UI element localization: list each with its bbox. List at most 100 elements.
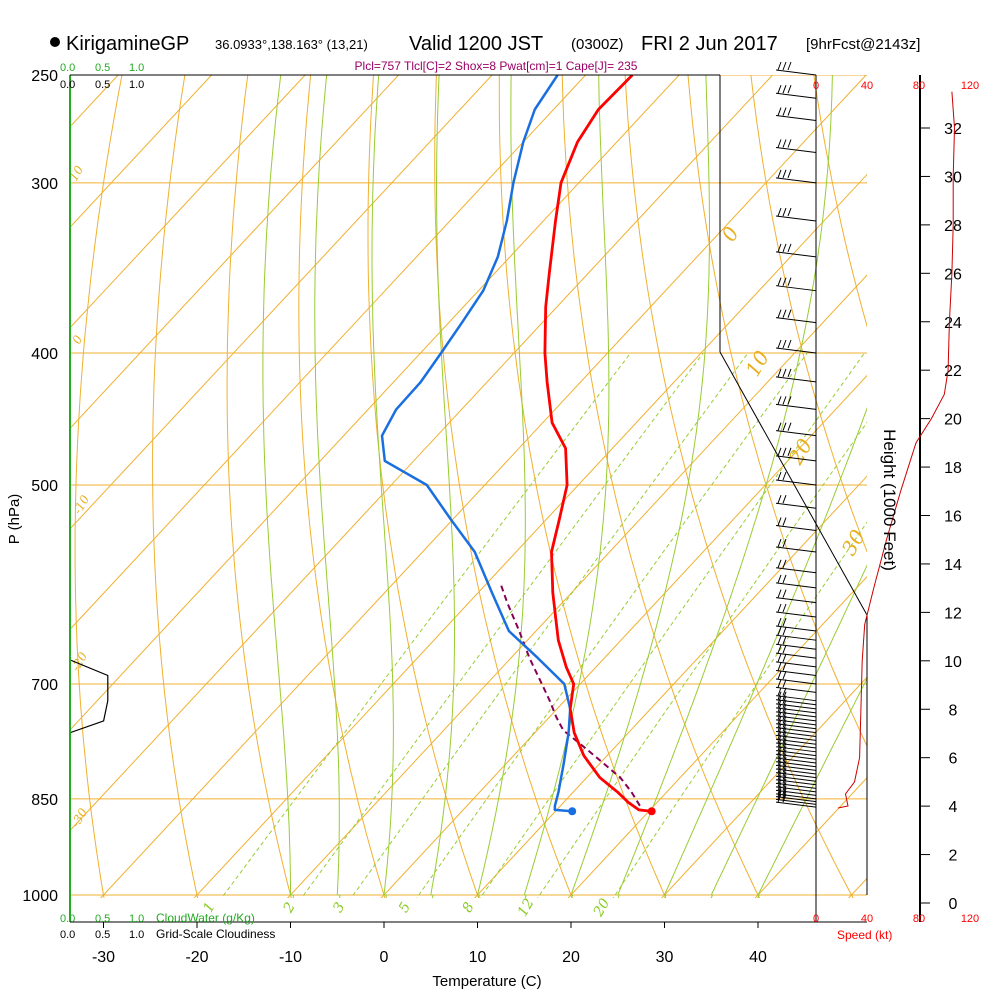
- isotherm-line: [380, 374, 867, 898]
- wind-barb-feather: [777, 471, 782, 481]
- cloudwater-tick-bottom-1: 0.5: [95, 913, 110, 925]
- wind-barb: [775, 169, 817, 184]
- wind-barb-feather: [782, 760, 787, 770]
- dry-adiabat: [498, 75, 667, 898]
- height-tick-label: 32: [944, 121, 962, 138]
- wind-barb-feather: [777, 788, 782, 797]
- surface-temperature-marker: [647, 807, 656, 816]
- wind-barb-staff: [775, 546, 817, 553]
- moist-adiabat: [710, 564, 867, 896]
- plot-skewed-border: [719, 351, 868, 616]
- wind-barb-staff: [775, 757, 817, 764]
- wind-barb: [775, 447, 817, 462]
- isotherm-line: [70, 75, 586, 631]
- wind-barb-staff: [775, 782, 817, 789]
- mixing-ratio-label: 8: [460, 900, 478, 916]
- moist-adiabat: [757, 677, 867, 896]
- wind-barb-staff: [775, 177, 817, 184]
- moist-adiabat: [571, 894, 574, 898]
- cloudiness-tick-top-2: 1.0: [129, 79, 144, 91]
- isotherm-label: 0: [717, 222, 744, 245]
- height-tick-label: 2: [949, 848, 958, 865]
- wind-barb-feather: [787, 207, 792, 217]
- moist-adiabat: [371, 75, 394, 896]
- wind-barb-staff: [775, 502, 817, 509]
- station-name: KirigamineGP: [66, 33, 189, 55]
- wind-barb-feather: [777, 277, 782, 286]
- wind-barb: [775, 61, 817, 76]
- cloudwater-tick-top-2: 1.0: [129, 62, 144, 74]
- wind-barbs: [775, 61, 817, 808]
- moist-adiabat: [570, 75, 710, 896]
- isotherm-line: [100, 75, 867, 898]
- wind-barb-staff: [775, 643, 817, 650]
- wind-barb-staff: [775, 634, 817, 641]
- wind-barb: [775, 107, 817, 122]
- pressure-tick-700: 700: [31, 677, 58, 694]
- wind-barb-staff: [775, 753, 817, 760]
- wind-barb-feather: [782, 589, 787, 598]
- wind-barb: [775, 85, 817, 99]
- height-tick-label: 12: [944, 605, 962, 622]
- wind-barb-feather: [782, 691, 787, 700]
- moist-adiabat: [477, 894, 481, 898]
- wind-barb-staff: [775, 403, 817, 410]
- dry-adiabat: [750, 75, 867, 553]
- isotherm-line: [70, 75, 212, 228]
- wind-barb-staff: [775, 775, 817, 782]
- wind-barb-staff: [775, 798, 817, 805]
- surface-dewpoint-marker: [568, 807, 577, 816]
- moist-adiabat: [262, 75, 291, 895]
- dry-adiabat: [74, 75, 123, 898]
- isotherm-line: [70, 75, 306, 329]
- wind-barb-feather: [782, 782, 787, 791]
- wind-barb: [775, 538, 817, 553]
- station-dot-icon: [50, 37, 60, 47]
- wind-barb-feather: [782, 679, 787, 688]
- zulu-time: (0300Z): [571, 36, 624, 53]
- wind-barb: [775, 603, 817, 618]
- wind-barb-staff: [775, 652, 817, 659]
- wind-barb-staff: [775, 695, 817, 702]
- wind-barb-feather: [782, 603, 787, 613]
- wind-barb-feather: [782, 775, 787, 784]
- wind-barb-feather: [782, 768, 787, 777]
- mixing-ratio-line: [536, 421, 867, 898]
- wind-barb-feather: [782, 788, 787, 797]
- wind-barb-feather: [787, 309, 792, 318]
- moist-adiabat: [524, 894, 527, 898]
- wind-barb-staff: [775, 567, 817, 574]
- cloudiness-tick-bottom-2: 1.0: [129, 929, 144, 941]
- speed-tick-bottom-0: 0: [813, 913, 819, 925]
- wind-barb-feather: [782, 243, 787, 253]
- wind-barb-staff: [775, 750, 817, 757]
- wind-barb-feather: [777, 653, 782, 663]
- mixing-ratio-label: 2: [280, 900, 299, 917]
- dewpoint-trace: [380, 75, 573, 813]
- height-tick-label: 14: [944, 557, 962, 574]
- wind-barb-feather: [782, 447, 787, 457]
- wind-barb-feather: [782, 339, 787, 349]
- wind-barb-feather: [782, 538, 787, 548]
- wind-barb-staff: [775, 69, 817, 76]
- moist-adiabat: [430, 75, 455, 896]
- wind-barb-feather: [777, 207, 782, 217]
- dry-adiabat: [152, 75, 199, 898]
- temperature-tick-label: -20: [185, 949, 208, 966]
- wind-barb-feather: [782, 636, 787, 645]
- wind-barb-staff: [775, 796, 817, 803]
- isotherm-label: 10: [66, 163, 86, 184]
- wind-barb-staff: [775, 789, 817, 796]
- wind-barb-staff: [775, 742, 817, 749]
- wind-barb-feather: [777, 719, 782, 728]
- cloudiness-label: Grid-Scale Cloudiness: [156, 927, 275, 941]
- moist-adiabat: [757, 894, 761, 898]
- moist-adiabat: [523, 75, 610, 896]
- wind-barb-staff: [775, 719, 817, 726]
- moist-adiabat: [664, 894, 667, 898]
- wind-barb-feather: [777, 793, 782, 803]
- wind-barb-feather: [777, 422, 782, 431]
- wind-barb-feather: [787, 368, 792, 378]
